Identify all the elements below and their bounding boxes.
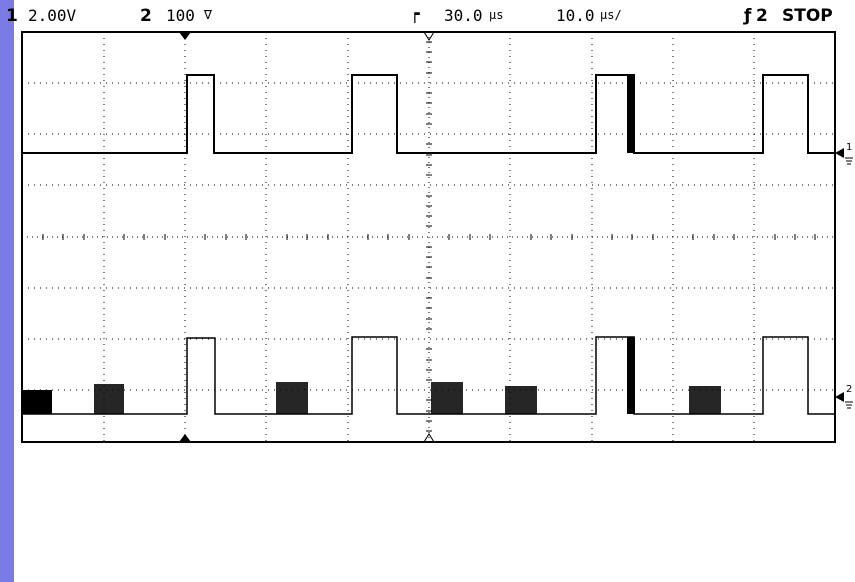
ch1-number: 1	[6, 6, 18, 26]
trigger-delay-marker-icon: ┍	[410, 4, 420, 23]
trigger-position-marker-bottom	[179, 434, 191, 442]
status-bar: 1 2.00V 2 100 ∇ ┍ 30.0 µs 10.0 µs/ ƒ 2 S…	[6, 4, 844, 30]
ch2-noise-bursts	[22, 337, 721, 414]
timebase-scale: 10.0	[556, 6, 595, 25]
microseconds-icon: µs	[489, 8, 504, 22]
ch1-burst-edge	[627, 75, 635, 153]
trigger-position-marker-top	[179, 32, 191, 40]
ch2-marker-label: 2	[846, 384, 852, 395]
scope-screen	[14, 0, 855, 582]
ch1-marker-label: 1	[846, 142, 852, 153]
microseconds-per-div-icon: µs/	[600, 8, 622, 22]
trigger-slope-icon: ƒ	[744, 6, 752, 26]
center-axes	[22, 32, 835, 442]
left-accent-bar	[0, 0, 14, 582]
trigger-source: 2	[756, 6, 768, 26]
ch2-ground-marker: 2	[835, 384, 853, 409]
timebase-delay: 30.0	[444, 6, 483, 25]
center-marker-top	[423, 31, 435, 41]
center-ticks	[42, 41, 816, 432]
center-marker-bottom	[423, 433, 435, 443]
ch2-trace	[22, 336, 835, 415]
run-state: STOP	[782, 6, 833, 26]
ch2-scale: 100	[166, 6, 195, 25]
ch1-trace	[22, 74, 835, 154]
ch1-ground-marker: 1	[835, 142, 853, 165]
ch1-scale: 2.00V	[28, 6, 77, 25]
ch2-number: 2	[140, 6, 152, 26]
ac-coupling-v-icon: ∇	[204, 8, 212, 23]
